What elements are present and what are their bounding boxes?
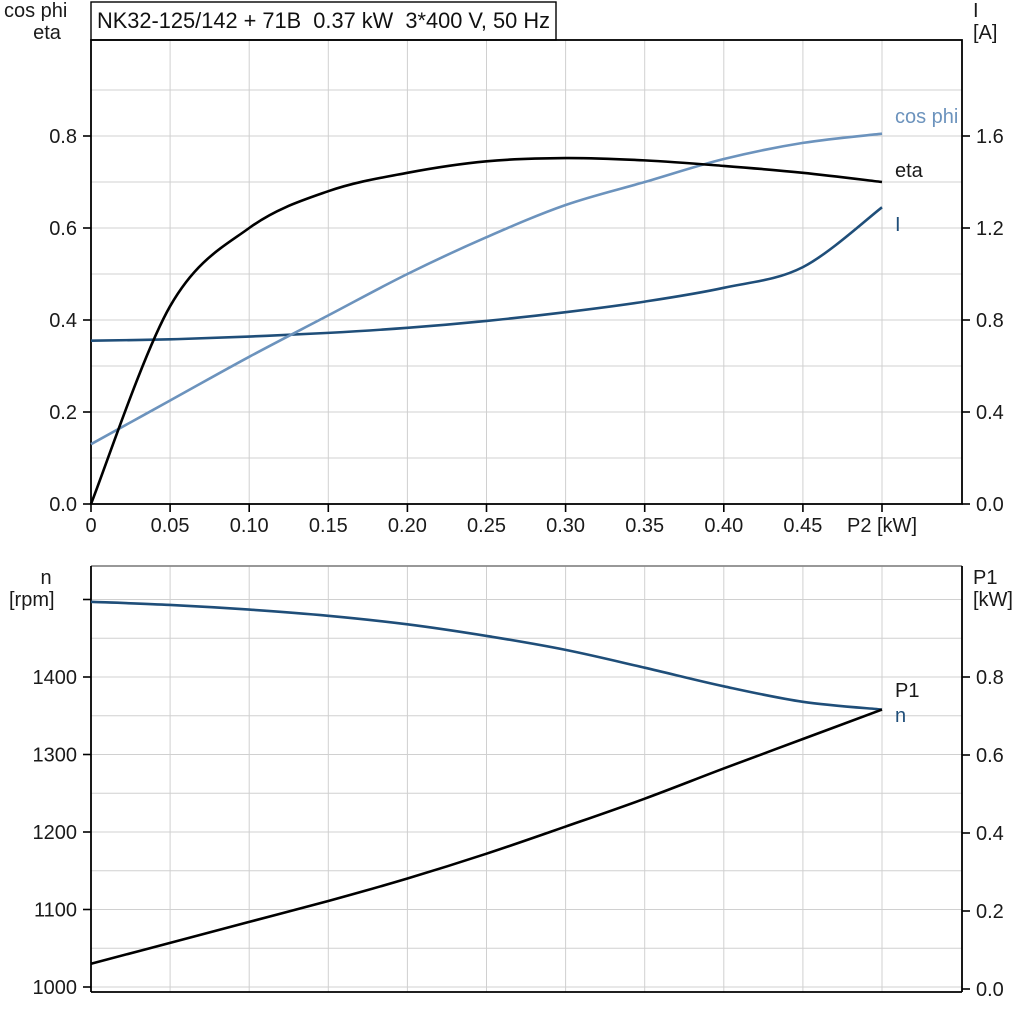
svg-text:0.4: 0.4	[976, 402, 1004, 424]
svg-text:0.8: 0.8	[49, 126, 77, 148]
svg-text:1.2: 1.2	[976, 218, 1004, 240]
svg-text:1.6: 1.6	[976, 126, 1004, 148]
svg-text:n: n	[895, 705, 906, 727]
svg-text:0.05: 0.05	[151, 515, 190, 537]
svg-text:P1: P1	[895, 680, 919, 702]
svg-text:0.0: 0.0	[976, 979, 1004, 1001]
svg-text:0.0: 0.0	[49, 494, 77, 516]
svg-text:0.2: 0.2	[49, 402, 77, 424]
svg-text:0.8: 0.8	[976, 667, 1004, 689]
svg-text:0.40: 0.40	[704, 515, 743, 537]
svg-text:1200: 1200	[33, 822, 78, 844]
svg-text:0.25: 0.25	[467, 515, 506, 537]
svg-text:NK32-125/142 + 71B 0.37 kW 3: NK32-125/142 + 71B 0.37 kW 3*400 V, 50 H…	[97, 8, 550, 33]
svg-text:0.6: 0.6	[49, 218, 77, 240]
svg-text:eta: eta	[33, 22, 62, 44]
svg-text:0.4: 0.4	[976, 823, 1004, 845]
svg-text:0.6: 0.6	[976, 745, 1004, 767]
svg-text:1300: 1300	[33, 745, 78, 767]
svg-text:[A]: [A]	[973, 22, 997, 44]
svg-text:0.2: 0.2	[976, 901, 1004, 923]
svg-text:[kW]: [kW]	[973, 589, 1013, 611]
svg-text:1400: 1400	[33, 667, 78, 689]
svg-text:1100: 1100	[34, 900, 77, 922]
svg-text:0.20: 0.20	[388, 515, 427, 537]
svg-text:P1: P1	[973, 567, 997, 589]
svg-text:cos phi: cos phi	[4, 0, 67, 22]
svg-text:P2 [kW]: P2 [kW]	[847, 515, 917, 537]
svg-text:0.45: 0.45	[783, 515, 822, 537]
svg-text:[rpm]: [rpm]	[9, 589, 55, 611]
svg-text:0.0: 0.0	[976, 494, 1004, 516]
svg-text:0.4: 0.4	[49, 310, 77, 332]
svg-text:0.30: 0.30	[546, 515, 585, 537]
svg-text:eta: eta	[895, 160, 924, 182]
svg-text:I: I	[895, 214, 901, 236]
svg-text:I: I	[973, 0, 979, 22]
svg-text:0.15: 0.15	[309, 515, 348, 537]
svg-text:n: n	[40, 567, 51, 589]
svg-text:0: 0	[85, 515, 96, 537]
svg-text:1000: 1000	[33, 977, 78, 999]
svg-text:cos phi: cos phi	[895, 106, 958, 128]
svg-text:0.35: 0.35	[625, 515, 664, 537]
svg-text:0.10: 0.10	[230, 515, 269, 537]
svg-text:0.8: 0.8	[976, 310, 1004, 332]
